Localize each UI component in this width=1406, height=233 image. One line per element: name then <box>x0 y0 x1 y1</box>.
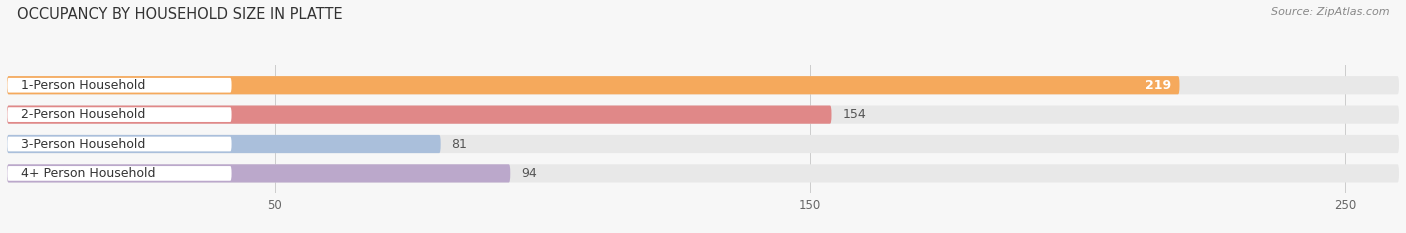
Text: 219: 219 <box>1146 79 1171 92</box>
FancyBboxPatch shape <box>7 76 1399 94</box>
FancyBboxPatch shape <box>7 107 232 122</box>
Text: Source: ZipAtlas.com: Source: ZipAtlas.com <box>1271 7 1389 17</box>
Text: 3-Person Household: 3-Person Household <box>21 137 145 151</box>
FancyBboxPatch shape <box>7 137 232 151</box>
FancyBboxPatch shape <box>7 106 1399 124</box>
FancyBboxPatch shape <box>7 135 1399 153</box>
FancyBboxPatch shape <box>7 135 440 153</box>
Text: 94: 94 <box>522 167 537 180</box>
FancyBboxPatch shape <box>7 106 831 124</box>
Text: 81: 81 <box>451 137 467 151</box>
FancyBboxPatch shape <box>7 164 510 182</box>
FancyBboxPatch shape <box>7 166 232 181</box>
Text: 2-Person Household: 2-Person Household <box>21 108 145 121</box>
Text: OCCUPANCY BY HOUSEHOLD SIZE IN PLATTE: OCCUPANCY BY HOUSEHOLD SIZE IN PLATTE <box>17 7 343 22</box>
Text: 1-Person Household: 1-Person Household <box>21 79 145 92</box>
FancyBboxPatch shape <box>7 78 232 93</box>
Text: 154: 154 <box>842 108 866 121</box>
Text: 4+ Person Household: 4+ Person Household <box>21 167 155 180</box>
FancyBboxPatch shape <box>7 164 1399 182</box>
FancyBboxPatch shape <box>7 76 1180 94</box>
